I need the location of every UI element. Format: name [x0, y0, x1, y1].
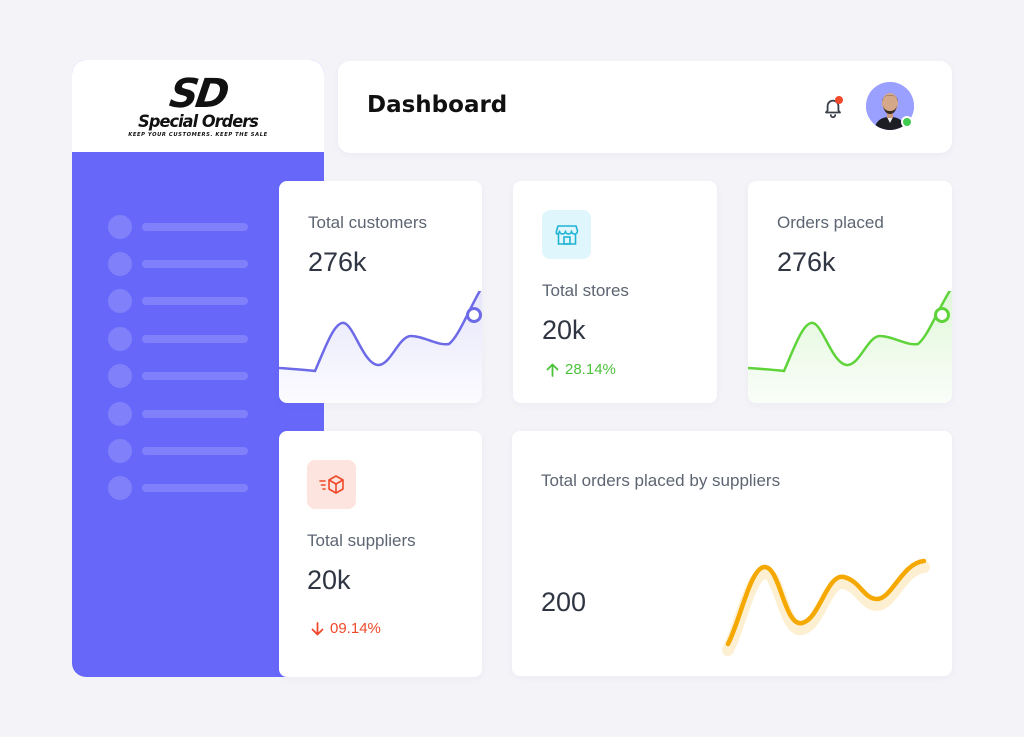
- card-label: Total stores: [542, 281, 629, 300]
- online-status-dot: [901, 116, 913, 128]
- logo-name: Special Orders: [138, 111, 259, 132]
- card-value: 276k: [308, 247, 367, 277]
- logo-tagline: KEEP YOUR CUSTOMERS. KEEP THE SALE: [128, 131, 268, 138]
- nav-label-placeholder: [142, 334, 248, 343]
- suppliers-orders-trend-line: [722, 558, 930, 656]
- nav-label-placeholder: [142, 409, 248, 418]
- sparkline-point: [934, 307, 950, 323]
- card-label: Orders placed: [777, 213, 884, 232]
- trend-up-indicator: 28.14%: [546, 361, 616, 378]
- card-orders-by-suppliers[interactable]: Total orders placed by suppliers 200: [512, 431, 952, 676]
- sidebar-item[interactable]: [108, 320, 248, 357]
- sidebar-item[interactable]: [108, 208, 248, 245]
- sidebar-item[interactable]: [108, 432, 248, 469]
- sidebar-item[interactable]: [108, 245, 248, 282]
- brand-logo[interactable]: SD Special Orders KEEP YOUR CUSTOMERS. K…: [72, 60, 324, 152]
- orders-sparkline: [748, 291, 952, 403]
- card-label: Total suppliers: [307, 531, 416, 550]
- card-orders-placed[interactable]: Orders placed 276k: [748, 181, 952, 403]
- card-total-suppliers[interactable]: Total suppliers 20k 09.14%: [279, 431, 482, 677]
- logo-initials: SD: [166, 70, 230, 117]
- arrow-down-icon: [311, 621, 324, 635]
- nav-icon-placeholder: [108, 439, 132, 464]
- nav-label-placeholder: [142, 222, 248, 231]
- card-label: Total customers: [308, 213, 428, 232]
- delta-value: 28.14%: [565, 361, 616, 378]
- nav-icon-placeholder: [108, 289, 132, 314]
- nav-label-placeholder: [142, 260, 248, 269]
- nav-label-placeholder: [142, 297, 248, 306]
- card-value: 20k: [307, 565, 351, 595]
- delta-value: 09.14%: [330, 620, 381, 637]
- sidebar-item[interactable]: [108, 470, 248, 507]
- nav-icon-placeholder: [108, 214, 132, 239]
- nav-label-placeholder: [142, 372, 248, 381]
- arrow-up-icon: [546, 363, 559, 377]
- sidebar-nav: [108, 208, 248, 507]
- card-total-customers[interactable]: Total customers 276k: [279, 181, 482, 403]
- card-value: 276k: [777, 247, 836, 277]
- card-label: Total orders placed by suppliers: [541, 471, 781, 490]
- sidebar-item[interactable]: [108, 283, 248, 320]
- store-icon: [542, 210, 591, 259]
- sidebar-item[interactable]: [108, 395, 248, 432]
- nav-icon-placeholder: [108, 476, 132, 501]
- top-header: Dashboard: [338, 61, 952, 153]
- nav-icon-placeholder: [108, 252, 132, 277]
- sparkline-point: [466, 307, 482, 323]
- trend-down-indicator: 09.14%: [311, 620, 381, 637]
- nav-icon-placeholder: [108, 326, 132, 351]
- customers-sparkline: [279, 291, 482, 403]
- bell-icon[interactable]: [820, 95, 846, 121]
- box-delivery-icon: [307, 460, 356, 509]
- card-value: 200: [541, 587, 587, 617]
- nav-icon-placeholder: [108, 364, 132, 389]
- nav-label-placeholder: [142, 484, 248, 493]
- sidebar-item[interactable]: [108, 358, 248, 395]
- notification-dot: [835, 96, 843, 104]
- card-value: 20k: [542, 315, 586, 345]
- avatar[interactable]: [866, 82, 914, 130]
- nav-icon-placeholder: [108, 401, 132, 426]
- card-total-stores[interactable]: Total stores 20k 28.14%: [513, 181, 717, 403]
- page-title: Dashboard: [367, 92, 508, 118]
- nav-label-placeholder: [142, 447, 248, 456]
